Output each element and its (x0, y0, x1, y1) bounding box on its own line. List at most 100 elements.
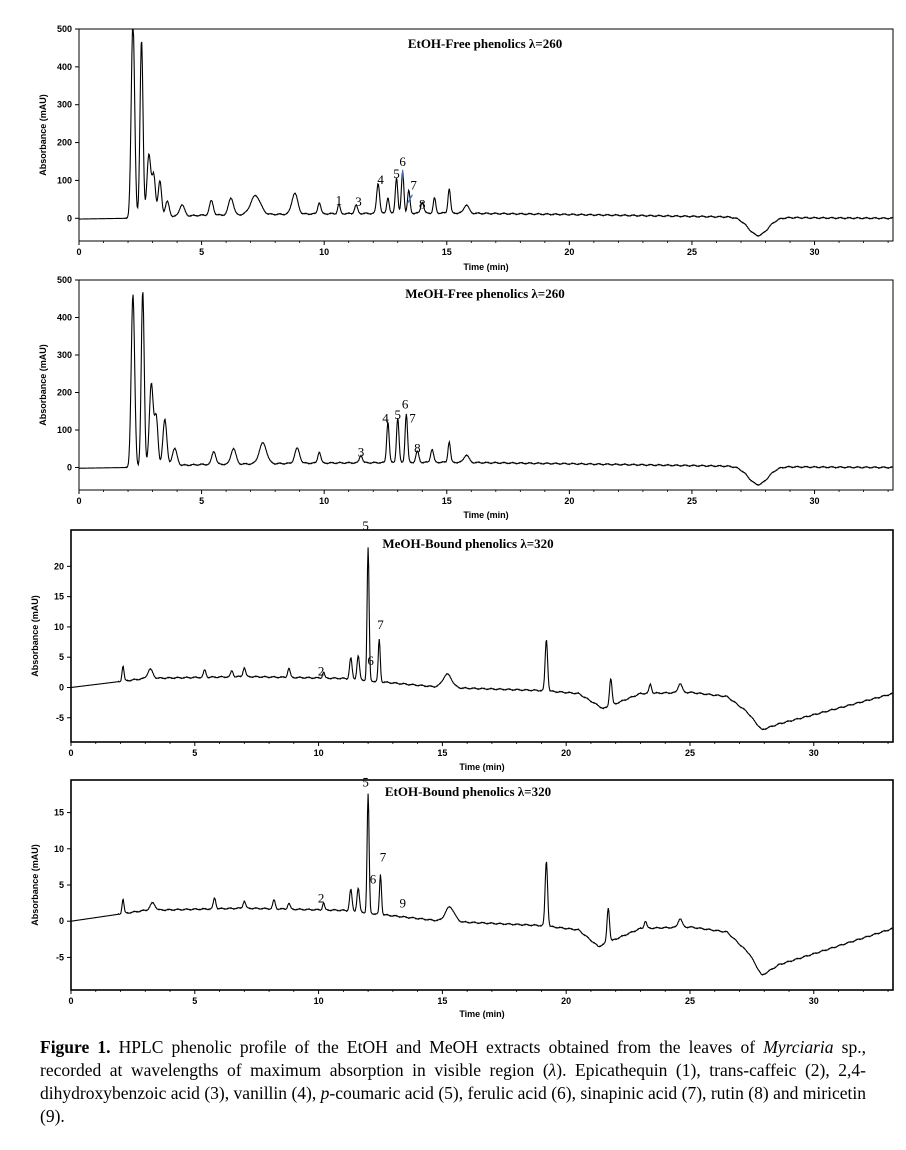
caption-text-1: HPLC phenolic profile of the EtOH and Me… (110, 1037, 764, 1057)
x-tick-label: 20 (561, 748, 571, 758)
peak-label: 1 (336, 193, 343, 208)
y-tick-label: 300 (57, 350, 72, 360)
peak-label: 7 (377, 617, 384, 632)
chromatogram-trace (70, 547, 894, 731)
panel-title: MeOH-Bound phenolics λ=320 (382, 536, 553, 551)
panel-etoh-bound: 0 5 10 15 20 25 30 -5 0 5 10 15 Time (min) Absorbance… (30, 774, 894, 1019)
y-axis-title: Absorbance (mAU) (38, 344, 48, 426)
y-tick-label: 10 (54, 844, 64, 854)
peak-label: 3 (355, 194, 362, 209)
y-tick-label: 0 (67, 463, 72, 473)
x-tick-label: 15 (442, 247, 452, 257)
x-tick-label: 5 (192, 748, 197, 758)
caption-lambda: λ (548, 1060, 557, 1080)
y-tick-label: 20 (54, 561, 64, 571)
x-tick-label: 10 (319, 247, 329, 257)
peak-label: 4 (377, 172, 384, 187)
y-tick-label: 10 (54, 622, 64, 632)
y-axis-title: Absorbance (mAU) (38, 94, 48, 176)
peak-label: 8 (419, 196, 426, 211)
x-tick-label: 30 (809, 748, 819, 758)
peak-label: 4 (382, 411, 389, 426)
x-tick-label: 15 (442, 496, 452, 506)
peak-label: 6 (402, 396, 409, 411)
y-tick-label: 500 (57, 275, 72, 285)
x-tick-label: 30 (810, 496, 820, 506)
x-tick-label: 10 (319, 496, 329, 506)
y-tick-label: 200 (57, 388, 72, 398)
y-tick-label: 400 (57, 313, 72, 323)
peak-label: 8 (414, 441, 421, 456)
peak-label: 5 (394, 407, 401, 422)
y-tick-label: 0 (59, 682, 64, 692)
peak-label: 6 (370, 871, 377, 886)
y-tick-label: -5 (56, 952, 64, 962)
plot-frame (78, 279, 894, 491)
x-tick-label: 0 (76, 247, 81, 257)
x-tick-label: 20 (564, 247, 574, 257)
peak-label: 6 (367, 653, 374, 668)
y-tick-label: 200 (57, 138, 72, 148)
x-tick-label: 10 (314, 996, 324, 1006)
y-tick-label: 5 (59, 880, 64, 890)
plot-frame (70, 779, 894, 991)
caption-text-3: ). Epicathequin (1), trans-caffeic (2), … (40, 1060, 866, 1103)
caption-genus: Myrciaria (763, 1037, 834, 1057)
peak-label: 6 (399, 154, 406, 169)
y-axis-title: Absorbance (mAU) (30, 844, 40, 926)
y-tick-label: 5 (59, 652, 64, 662)
peak-label: 7 (409, 411, 416, 426)
x-tick-label: 25 (685, 748, 695, 758)
peak-label: 2 (318, 890, 325, 905)
caption-text-4: -coumaric acid (5), ferulic acid (6), si… (40, 1083, 866, 1126)
y-tick-label: 500 (57, 24, 72, 34)
caption-p: p (320, 1083, 330, 1103)
peak-label: 7 (410, 178, 417, 193)
plot-frame (70, 529, 894, 743)
plot-frame (78, 28, 894, 242)
x-tick-label: 5 (199, 247, 204, 257)
chromatogram-trace (70, 793, 894, 976)
peak-label: 7 (380, 850, 387, 865)
x-tick-label: 20 (561, 996, 571, 1006)
x-tick-label: 25 (687, 496, 697, 506)
y-tick-label: 400 (57, 62, 72, 72)
x-tick-label: 0 (68, 996, 73, 1006)
x-axis-title: Time (min) (463, 510, 508, 520)
x-axis-title: Time (min) (459, 762, 504, 772)
panel-title: EtOH-Bound phenolics λ=320 (385, 784, 551, 799)
x-tick-label: 30 (810, 247, 820, 257)
caption-text-2: sp., recorded at wavelengths of maximum … (40, 1037, 866, 1080)
panel-title: EtOH-Free phenolics λ=260 (408, 36, 562, 51)
x-axis-title: Time (min) (463, 262, 508, 272)
peak-label: 5 (393, 166, 400, 181)
panel-title: MeOH-Free phenolics λ=260 (405, 286, 564, 301)
x-tick-label: 0 (76, 496, 81, 506)
peak-label: 5 (362, 774, 369, 789)
y-axis-title: Absorbance (mAU) (30, 595, 40, 677)
x-tick-label: 30 (809, 996, 819, 1006)
peak-label: 5 (362, 518, 369, 533)
y-tick-label: 15 (54, 808, 64, 818)
x-tick-label: 15 (437, 996, 447, 1006)
x-tick-label: 20 (564, 496, 574, 506)
x-tick-label: 5 (199, 496, 204, 506)
caption-label: Figure 1. (40, 1037, 111, 1057)
y-tick-label: 0 (59, 916, 64, 926)
x-tick-label: 25 (687, 247, 697, 257)
chromatogram-trace (78, 28, 894, 238)
chromatogram-trace (78, 292, 894, 487)
x-tick-label: 25 (685, 996, 695, 1006)
peak-7-leader-line (407, 194, 413, 204)
peak-label: 3 (358, 444, 365, 459)
figure-caption: Figure 1. HPLC phenolic profile of the E… (40, 1036, 866, 1128)
peak-label: 2 (318, 663, 325, 678)
y-tick-label: -5 (56, 713, 64, 723)
y-tick-label: 15 (54, 592, 64, 602)
x-axis-title: Time (min) (459, 1009, 504, 1019)
y-tick-label: 300 (57, 100, 72, 110)
